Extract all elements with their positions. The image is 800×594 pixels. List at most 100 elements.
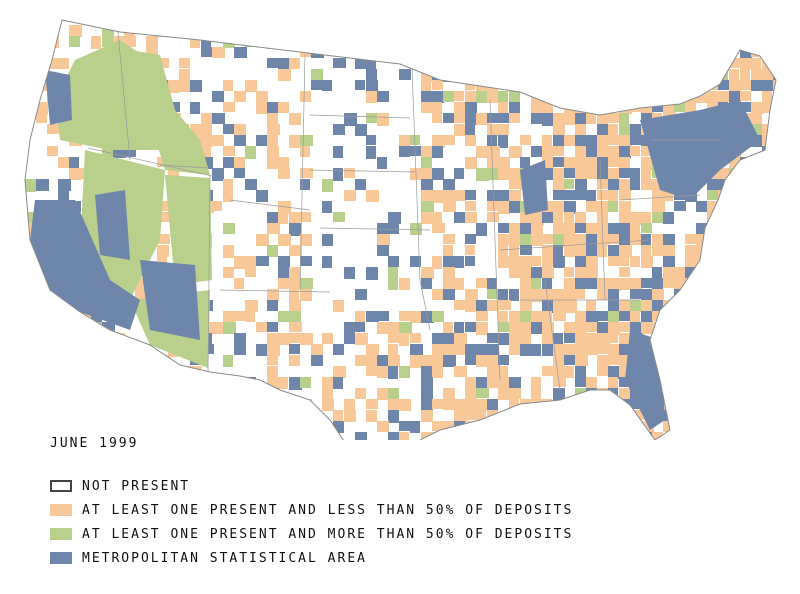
county-cell [762, 355, 773, 367]
county-cell [553, 168, 564, 180]
county-cell [575, 344, 588, 355]
county-cell [179, 432, 191, 440]
county-cell [597, 91, 608, 102]
county-cell [179, 80, 190, 92]
county-cell [718, 344, 731, 356]
region-pacific-northwest [55, 40, 160, 150]
county-cell [234, 421, 244, 433]
us-county-map [24, 19, 777, 440]
county-cell [245, 432, 257, 440]
county-cell [751, 344, 763, 355]
county-cell [762, 91, 772, 104]
county-cell [542, 234, 553, 244]
county-cell [201, 47, 213, 57]
county-cell [509, 399, 519, 410]
county-cell [278, 278, 290, 289]
county-cell [685, 102, 696, 115]
county-cell [245, 179, 257, 190]
county-cell [608, 344, 620, 355]
county-cell [432, 168, 444, 180]
county-cell [663, 377, 676, 387]
county-cell [355, 322, 365, 332]
county-cell [542, 135, 552, 147]
county-cell [553, 432, 563, 440]
county-cell [619, 36, 631, 49]
county-cell [399, 36, 411, 49]
county-cell [542, 333, 553, 344]
county-cell [509, 146, 522, 158]
county-cell [47, 124, 59, 134]
county-cell [531, 212, 544, 225]
county-cell [498, 168, 509, 180]
county-cell [278, 157, 289, 170]
county-cell [751, 278, 761, 289]
county-cell [454, 36, 466, 47]
county-cell [190, 80, 202, 92]
county-cell [421, 190, 433, 203]
county-cell [157, 245, 169, 257]
county-cell [729, 267, 740, 279]
county-cell [234, 157, 245, 169]
county-cell [267, 388, 279, 400]
county-cell [597, 333, 610, 346]
county-cell [212, 113, 225, 124]
county-cell [718, 223, 731, 235]
county-cell [432, 212, 442, 225]
county-cell [575, 168, 587, 179]
county-cell [333, 146, 343, 158]
county-cell [718, 355, 730, 365]
county-cell [762, 311, 772, 322]
county-cell [410, 344, 423, 357]
legend-item-msa: METROPOLITAN STATISTICAL AREA [50, 546, 573, 570]
county-cell [630, 322, 642, 333]
county-cell [729, 179, 739, 192]
county-cell [762, 234, 774, 245]
county-cell [762, 146, 775, 158]
county-cell [773, 58, 776, 70]
county-cell [542, 113, 555, 126]
county-cell [443, 322, 453, 333]
county-cell [267, 366, 278, 378]
county-cell [36, 366, 48, 378]
county-cell [718, 333, 730, 344]
county-cell [740, 410, 753, 423]
county-cell [619, 135, 632, 148]
county-cell [377, 234, 390, 246]
county-cell [223, 322, 236, 334]
county-cell [36, 344, 47, 355]
county-cell [289, 278, 301, 289]
county-cell [168, 388, 180, 399]
county-cell [762, 36, 773, 46]
county-cell [619, 113, 629, 126]
county-cell [707, 289, 718, 301]
county-cell [520, 47, 531, 58]
county-cell [91, 36, 101, 49]
county-cell [641, 113, 653, 124]
county-cell [773, 146, 776, 156]
county-cell [487, 25, 500, 36]
county-cell [333, 377, 343, 389]
county-cell [443, 245, 453, 256]
county-cell [520, 432, 532, 440]
county-cell [399, 146, 410, 157]
county-cell [311, 80, 323, 90]
county-cell [564, 80, 576, 91]
county-cell [322, 377, 333, 390]
county-cell [586, 300, 596, 313]
county-cell [707, 190, 719, 200]
county-cell [520, 25, 532, 37]
county-cell [278, 399, 291, 410]
county-cell [740, 311, 753, 324]
county-cell [773, 432, 776, 440]
county-cell [729, 289, 741, 299]
county-cell [443, 344, 455, 355]
county-cell [322, 256, 332, 268]
county-cell [608, 124, 618, 136]
county-cell [432, 289, 443, 300]
county-cell [267, 36, 280, 49]
county-cell [773, 399, 776, 411]
county-cell [707, 278, 719, 288]
county-cell [630, 410, 641, 422]
county-cell [322, 36, 335, 49]
county-cell [267, 212, 278, 223]
